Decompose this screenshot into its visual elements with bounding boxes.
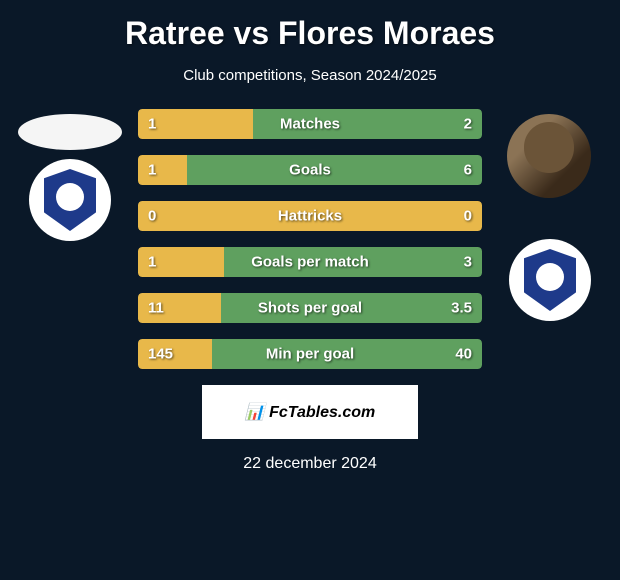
stat-label: Goals: [289, 162, 331, 179]
brand-logo: 📊 FcTables.com: [202, 385, 418, 439]
stat-value-left: 0: [148, 208, 156, 225]
stat-label: Hattricks: [278, 208, 342, 225]
stat-label: Shots per goal: [258, 300, 362, 317]
shield-icon: [44, 169, 96, 231]
stat-bar-right: [187, 155, 482, 185]
stat-value-left: 145: [148, 346, 173, 363]
stat-value-left: 1: [148, 254, 156, 271]
stat-label: Goals per match: [251, 254, 369, 271]
page-title: Ratree vs Flores Moraes: [0, 15, 620, 52]
player-right-avatar: [507, 114, 591, 198]
player-right-club-badge: [509, 239, 591, 321]
stat-row: 145 40 Min per goal: [138, 339, 482, 369]
stat-label: Matches: [280, 116, 340, 133]
player-left-club-badge: [29, 159, 111, 241]
stat-value-left: 1: [148, 116, 156, 133]
stat-bar-left: [138, 155, 187, 185]
stat-value-right: 40: [455, 346, 472, 363]
stat-row: 1 6 Goals: [138, 155, 482, 185]
stat-row: 1 3 Goals per match: [138, 247, 482, 277]
stats-list: 1 2 Matches 1 6 Goals 0 0 Hattricks 1 3 Goals per m…: [138, 109, 482, 369]
stat-value-right: 3.5: [451, 300, 472, 317]
brand-text: 📊 FcTables.com: [245, 402, 375, 422]
player-left-avatar: [18, 114, 122, 150]
stat-label: Min per goal: [266, 346, 354, 363]
stat-value-left: 11: [148, 300, 164, 317]
subtitle: Club competitions, Season 2024/2025: [0, 67, 620, 84]
stat-row: 0 0 Hattricks: [138, 201, 482, 231]
stat-row: 11 3.5 Shots per goal: [138, 293, 482, 323]
stat-row: 1 2 Matches: [138, 109, 482, 139]
shield-icon: [524, 249, 576, 311]
stat-value-right: 3: [464, 254, 472, 271]
comparison-content: 1 2 Matches 1 6 Goals 0 0 Hattricks 1 3 Goals per m…: [0, 109, 620, 369]
stat-value-right: 2: [464, 116, 472, 133]
date-text: 22 december 2024: [0, 455, 620, 473]
stat-value-left: 1: [148, 162, 156, 179]
stat-value-right: 0: [464, 208, 472, 225]
stat-value-right: 6: [464, 162, 472, 179]
